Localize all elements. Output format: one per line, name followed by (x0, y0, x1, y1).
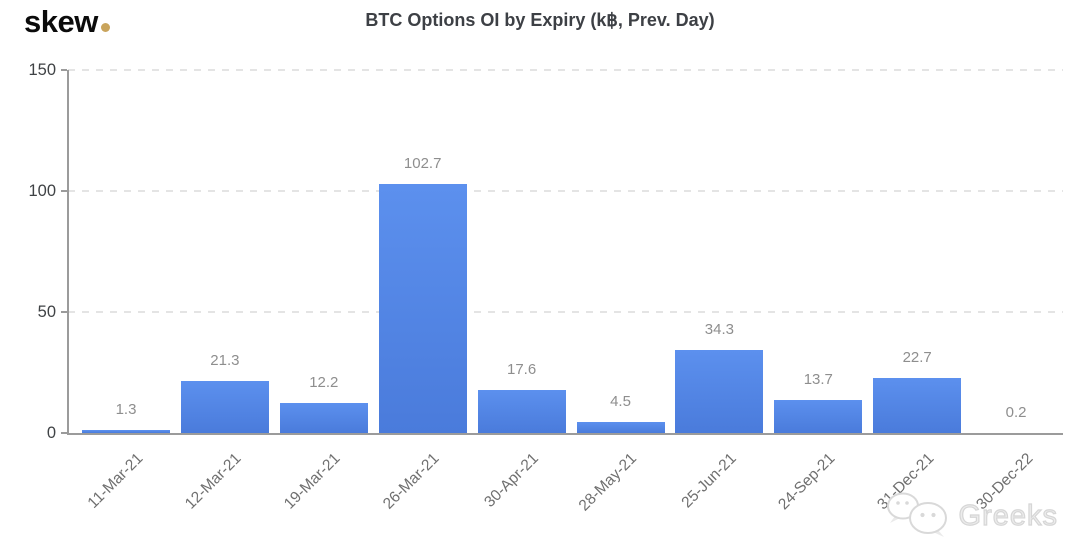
y-axis-tick (61, 69, 67, 71)
x-axis-line (67, 433, 1063, 435)
bar-value-label: 12.2 (309, 374, 339, 392)
skew-logo: skew (24, 4, 110, 40)
bar-value-label: 13.7 (803, 370, 833, 388)
y-axis-label: 0 (46, 424, 56, 442)
bar-28-May-21 (576, 422, 665, 433)
x-axis-label: 30-Apr-21 (480, 450, 542, 511)
x-axis-label: 25-Jun-21 (678, 450, 740, 512)
y-axis-tick (61, 311, 67, 313)
bar-24-Sep-21 (774, 399, 863, 433)
bar-26-Mar-21 (378, 184, 467, 433)
bar-value-label: 4.5 (610, 393, 631, 411)
watermark-text: Greeks (958, 499, 1058, 532)
y-axis-label: 100 (28, 182, 56, 200)
x-axis-label: 11-Mar-21 (84, 450, 147, 512)
y-axis-label: 50 (37, 303, 56, 321)
gridline-50 (68, 311, 1063, 313)
chart-title: BTC Options OI by Expiry (k฿, Prev. Day) (365, 10, 715, 30)
y-axis-label: 150 (28, 61, 56, 79)
wechat-icon (883, 490, 955, 543)
x-axis-label: 19-Mar-21 (281, 450, 344, 513)
bar-11-Mar-21 (82, 429, 170, 433)
bar-12-Mar-21 (180, 381, 269, 433)
y-axis-tick (61, 190, 67, 192)
gridline-150 (68, 69, 1063, 71)
bar-19-Mar-21 (279, 403, 368, 433)
bar-value-label: 17.6 (506, 361, 537, 379)
bar-value-label: 1.3 (115, 400, 137, 418)
bar-value-label: 102.7 (403, 155, 442, 173)
bar-31-Dec-21 (873, 378, 962, 433)
bar-30-Dec-22 (972, 432, 1061, 433)
x-axis-label: 26-Mar-21 (380, 450, 443, 513)
bar-value-label: 34.3 (704, 320, 734, 338)
bar-value-label: 21.3 (210, 352, 240, 370)
gridline-100 (68, 190, 1063, 192)
bar-30-Apr-21 (477, 390, 566, 433)
y-axis-tick (61, 432, 67, 434)
skew-logo-text: skew (24, 4, 98, 39)
bar-value-label: 0.2 (1005, 403, 1027, 421)
skew-logo-dot (100, 23, 110, 32)
y-axis-line (67, 70, 69, 433)
watermark: Greeks (883, 490, 1058, 543)
x-axis-label: 12-Mar-21 (182, 450, 245, 513)
bar-value-label: 22.7 (902, 349, 932, 367)
bar-25-Jun-21 (675, 349, 764, 433)
x-axis-label: 28-May-21 (576, 450, 641, 515)
x-axis-label: 24-Sep-21 (775, 450, 839, 514)
